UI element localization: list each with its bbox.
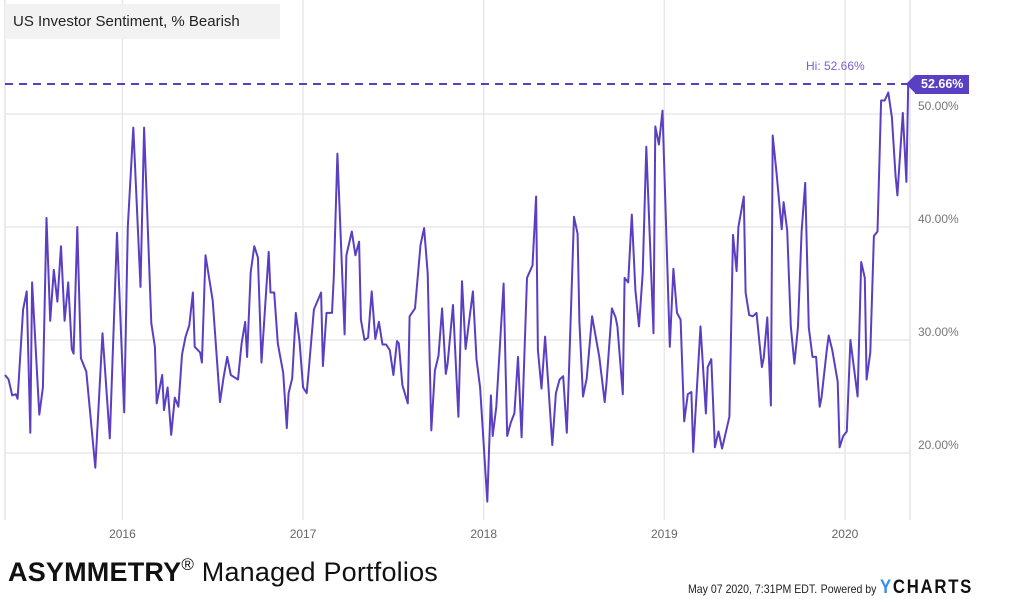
line-chart: 2016 2017 2018 2019 2020 20.00% 30.00% 40.00% 5… [4, 0, 959, 541]
asymmetry-logo: ASYMMETRY® Managed Portfolios [8, 555, 438, 588]
x-tick-label: 2020 [832, 527, 859, 541]
y-tick-label: 20.00% [918, 438, 959, 452]
ycharts-logo[interactable]: YCHARTS [880, 577, 973, 599]
y-tick-label: 30.00% [918, 325, 959, 339]
x-tick-label: 2016 [109, 527, 136, 541]
latest-value-badge: 52.66% [905, 75, 970, 94]
chart-title-text: US Investor Sentiment, % Bearish [13, 13, 240, 30]
y-tick-label: 40.00% [918, 212, 959, 226]
ycharts-y: Y [879, 577, 893, 598]
x-tick-label: 2019 [651, 527, 678, 541]
series-line [4, 83, 910, 503]
timestamp: May 07 2020, 7:31PM EDT. [688, 582, 818, 596]
chart-title: US Investor Sentiment, % Bearish [5, 4, 280, 39]
high-label: Hi: 52.66% [806, 59, 865, 73]
x-tick-label: 2017 [290, 527, 317, 541]
x-tick-label: 2018 [470, 527, 497, 541]
footer-credit: May 07 2020, 7:31PM EDT. Powered by YCHA… [688, 577, 973, 599]
brand-rest: Managed Portfolios [194, 557, 438, 587]
brand-registered: ® [181, 555, 195, 574]
powered-by: Powered by [820, 582, 877, 596]
brand-bold: ASYMMETRY [8, 557, 182, 587]
ycharts-text: CHARTS [892, 577, 974, 598]
y-tick-label: 50.00% [918, 99, 959, 113]
